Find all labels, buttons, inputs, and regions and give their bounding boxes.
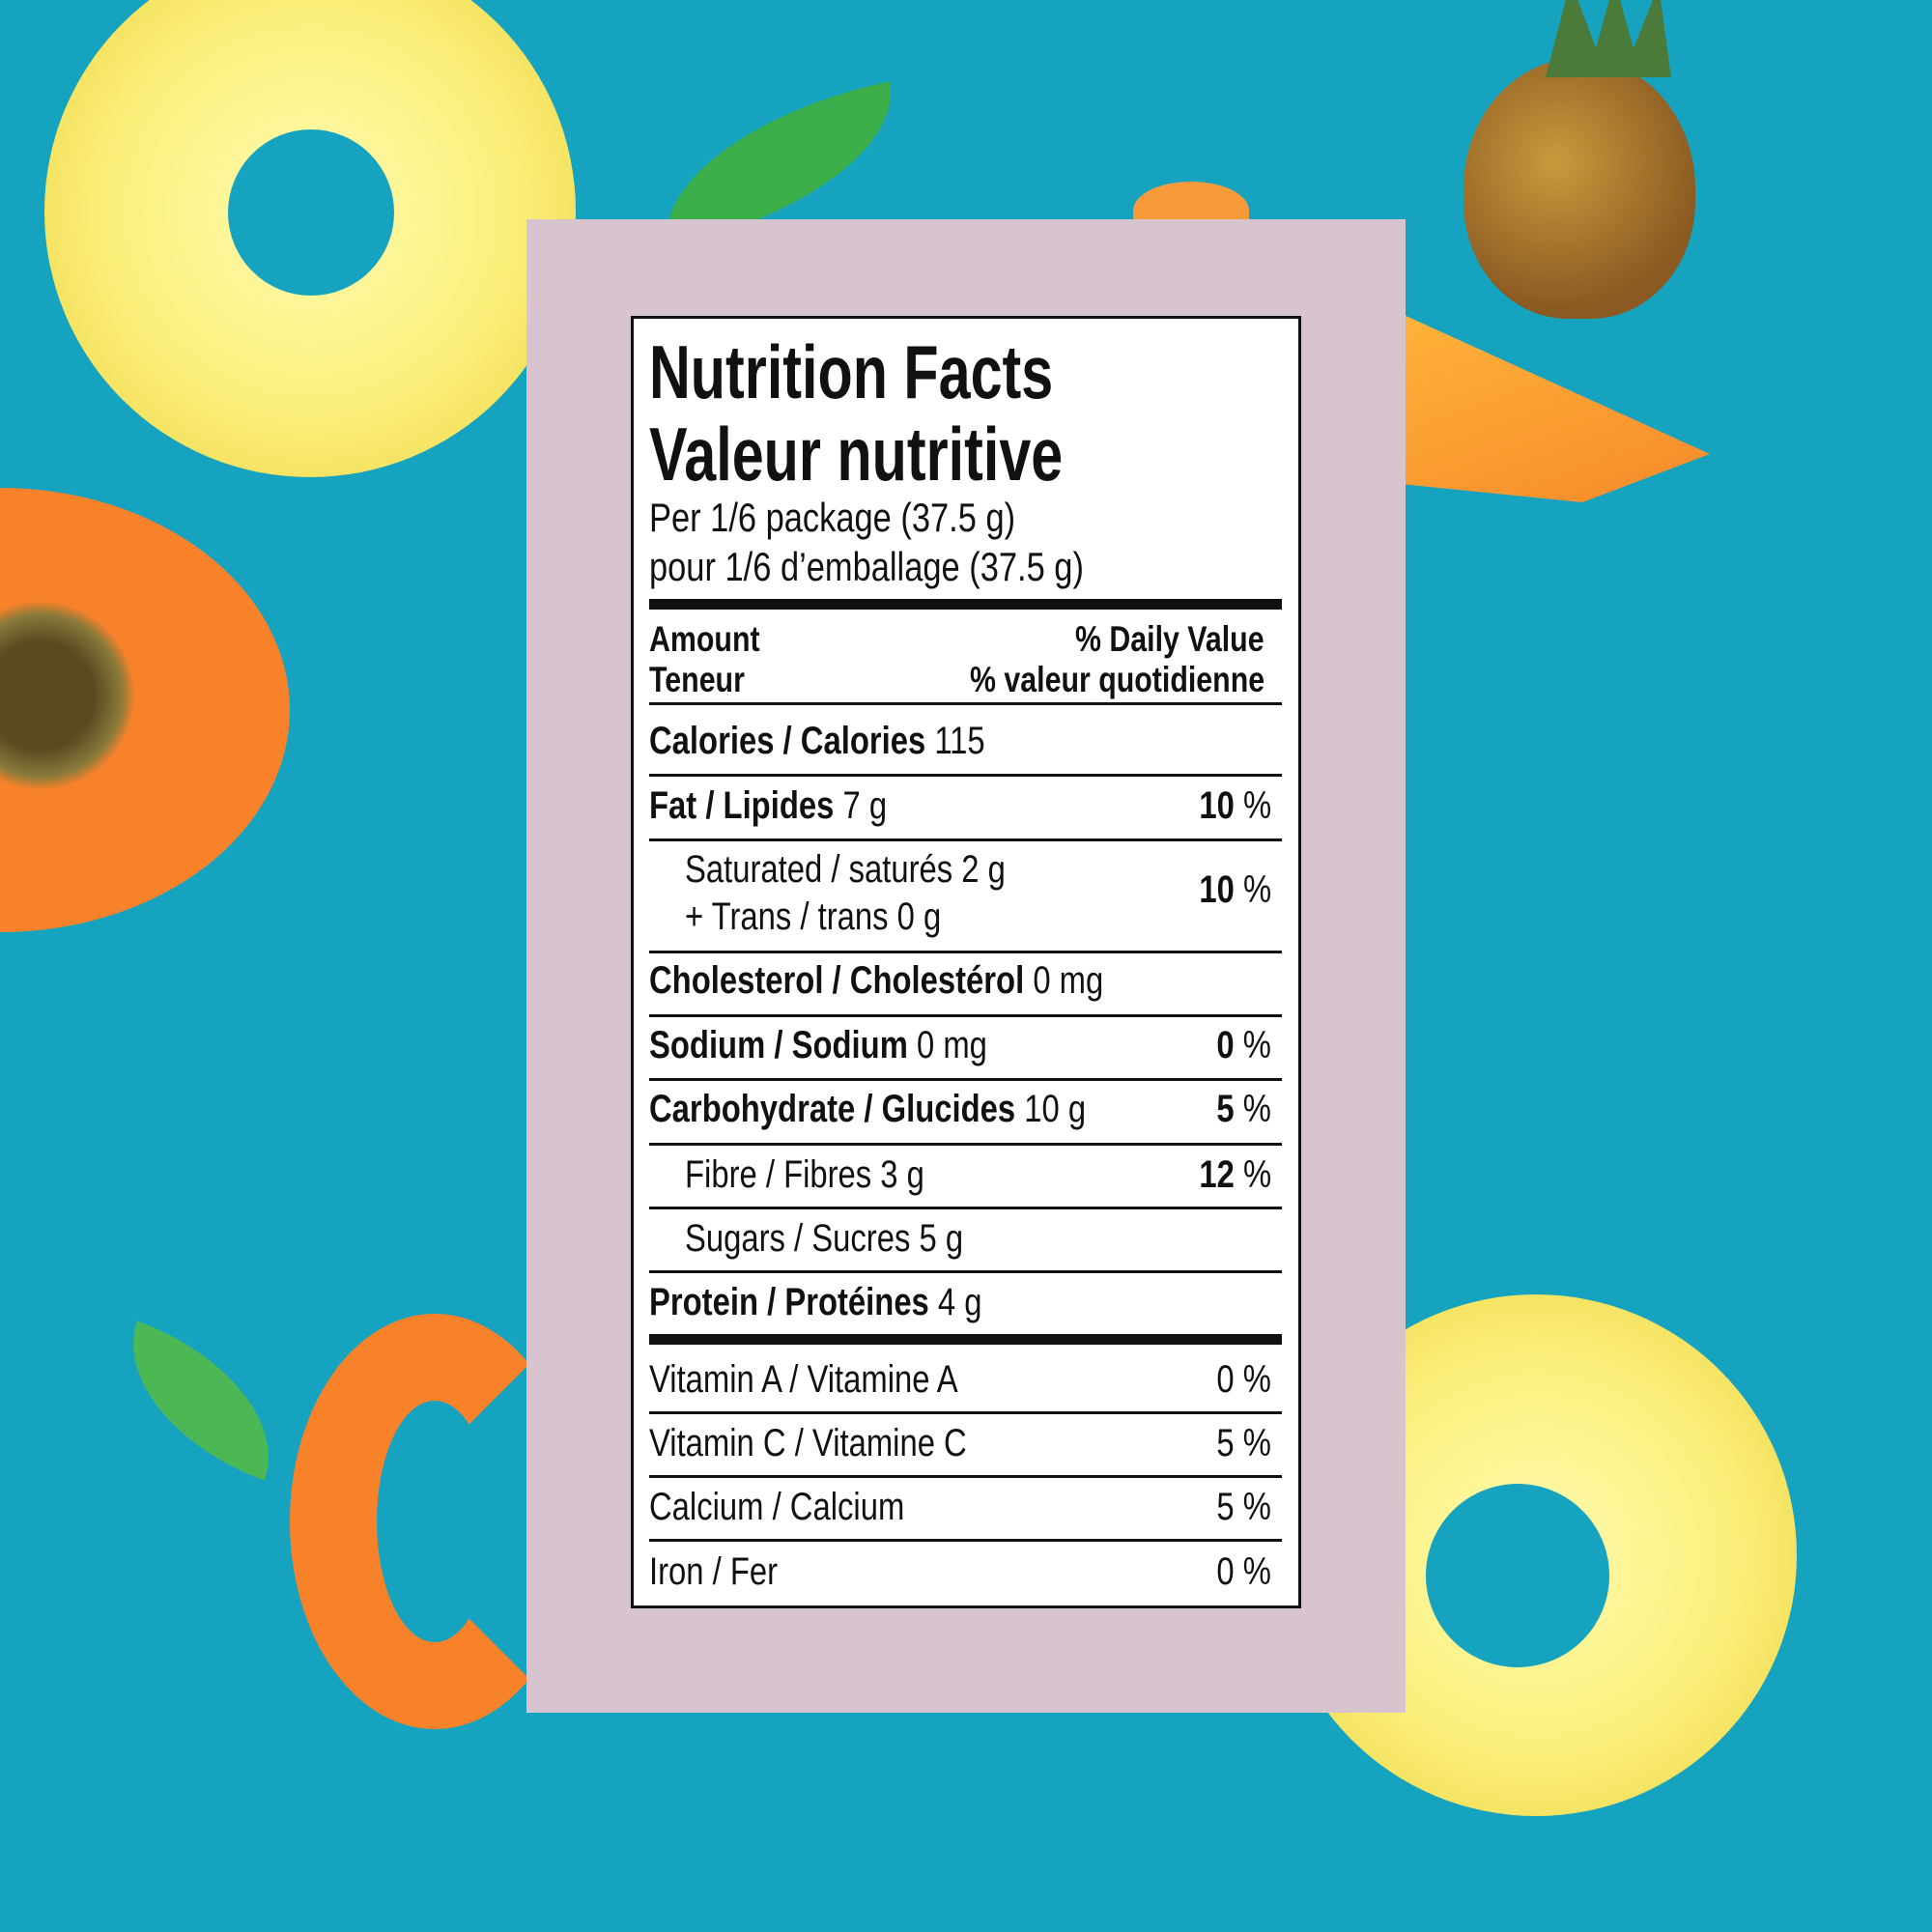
divider — [649, 774, 1282, 777]
percent-sign: % — [1242, 1024, 1271, 1066]
vitamin-c-dv: 5 % — [1216, 1422, 1271, 1464]
divider — [649, 1539, 1282, 1542]
leaf-bottom-left — [100, 1321, 301, 1481]
divider — [649, 1411, 1282, 1414]
pineapple-crown — [1546, 0, 1671, 77]
percent-sign: % — [1242, 868, 1271, 911]
fat-dv-value: 10 — [1199, 784, 1235, 827]
sodium-dv-value: 0 — [1216, 1024, 1235, 1066]
sodium-dv: 0 % — [1216, 1026, 1271, 1065]
sodium-label: Sodium / Sodium — [649, 1024, 908, 1066]
pineapple-ring-top-left — [44, 0, 576, 477]
serving-fr: pour 1/6 d’emballage (37.5 g) — [649, 544, 1084, 589]
fibre-row: Fibre / Fibres 3 g — [685, 1153, 924, 1196]
carbohydrate-dv-value: 5 — [1216, 1088, 1235, 1130]
carbohydrate-row: Carbohydrate / Glucides 10 g — [649, 1090, 1086, 1128]
header-dv-en: % Daily Value — [1075, 619, 1264, 659]
serving-en: Per 1/6 package (37.5 g) — [649, 495, 1016, 540]
iron-label: Iron / Fer — [649, 1550, 779, 1593]
whole-pineapple — [1463, 58, 1695, 319]
calcium-label: Calcium / Calcium — [649, 1486, 905, 1528]
divider — [649, 1207, 1282, 1209]
header-amount-en: Amount — [649, 619, 760, 659]
papaya-seeds — [0, 599, 135, 792]
divider — [649, 1475, 1282, 1478]
fat-dv: 10 % — [1199, 786, 1271, 825]
header-amount-fr: Teneur — [649, 660, 745, 699]
calories-row: Calories / Calories 115 — [649, 722, 985, 760]
title-fr: Valeur nutritive — [649, 412, 1064, 497]
sodium-amount: 0 mg — [916, 1024, 987, 1066]
carbohydrate-amount: 10 g — [1024, 1088, 1087, 1130]
divider — [649, 1143, 1282, 1146]
vitamin-a-dv: 0 % — [1216, 1358, 1271, 1401]
fat-label: Fat / Lipides — [649, 784, 835, 827]
saturated-dv-value: 10 — [1199, 868, 1235, 911]
carbohydrate-dv: 5 % — [1216, 1090, 1271, 1128]
cholesterol-amount: 0 mg — [1033, 959, 1104, 1002]
fat-amount: 7 g — [842, 784, 888, 827]
fat-row: Fat / Lipides 7 g — [649, 786, 887, 825]
calories-label: Calories / Calories — [649, 720, 926, 762]
calories-amount: 115 — [934, 720, 985, 762]
sodium-row: Sodium / Sodium 0 mg — [649, 1026, 987, 1065]
nutrition-facts-label — [631, 316, 1301, 1608]
header-dv-fr: % valeur quotidienne — [969, 660, 1264, 699]
vitamin-a-label: Vitamin A / Vitamine A — [649, 1358, 958, 1401]
sugars-row: Sugars / Sucres 5 g — [685, 1217, 964, 1260]
title-en: Nutrition Facts — [649, 329, 1054, 414]
saturated-dv: 10 % — [1199, 870, 1271, 909]
calcium-dv: 5 % — [1216, 1486, 1271, 1528]
divider — [649, 838, 1282, 841]
protein-row: Protein / Protéines 4 g — [649, 1283, 982, 1321]
divider-thick — [649, 599, 1282, 610]
divider — [649, 951, 1282, 953]
fibre-dv: 12 % — [1199, 1155, 1271, 1194]
divider — [649, 1078, 1282, 1081]
saturated-line: Saturated / saturés 2 g — [685, 848, 1006, 891]
mango-slice-right — [1391, 309, 1710, 502]
divider-thick — [649, 1334, 1282, 1345]
percent-sign: % — [1242, 784, 1271, 827]
divider — [649, 702, 1282, 705]
protein-label: Protein / Protéines — [649, 1281, 929, 1323]
fibre-dv-value: 12 — [1199, 1153, 1235, 1196]
vitamin-c-label: Vitamin C / Vitamine C — [649, 1422, 967, 1464]
divider — [649, 1270, 1282, 1273]
trans-line: + Trans / trans 0 g — [685, 895, 942, 938]
protein-amount: 4 g — [937, 1281, 982, 1323]
carbohydrate-label: Carbohydrate / Glucides — [649, 1088, 1016, 1130]
percent-sign: % — [1242, 1153, 1271, 1196]
percent-sign: % — [1242, 1088, 1271, 1130]
cholesterol-label: Cholesterol / Cholestérol — [649, 959, 1025, 1002]
iron-dv: 0 % — [1216, 1550, 1271, 1593]
divider — [649, 1014, 1282, 1017]
cholesterol-row: Cholesterol / Cholestérol 0 mg — [649, 961, 1103, 1000]
